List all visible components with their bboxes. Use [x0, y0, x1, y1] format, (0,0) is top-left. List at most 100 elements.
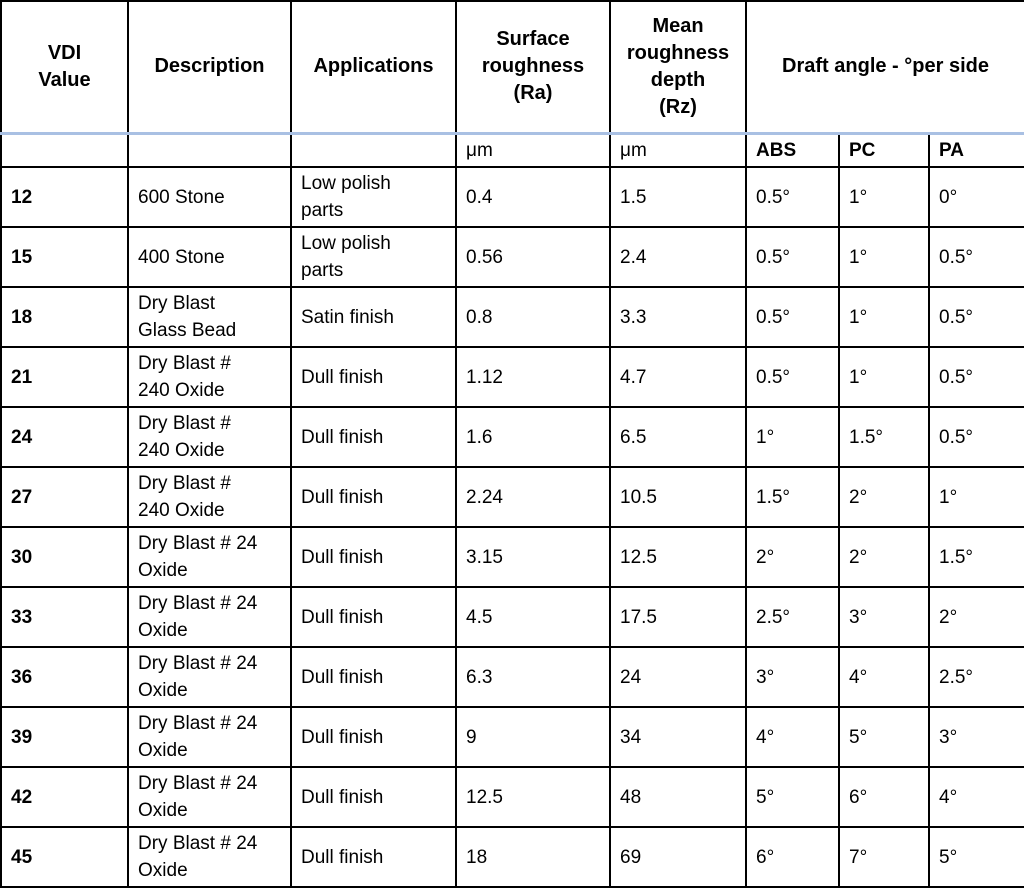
table-row: 36 Dry Blast # 24 Oxide Dull finish 6.3 … [0, 646, 1024, 708]
cell-draft-pc: 2° [838, 466, 930, 528]
cell-description: Dry Blast # 24 Oxide [127, 646, 292, 708]
table-row: 39 Dry Blast # 24 Oxide Dull finish 9 34… [0, 706, 1024, 768]
header-row: VDI Value Description Applications Surfa… [0, 0, 1024, 135]
cell-draft-abs: 1.5° [745, 466, 840, 528]
cell-draft-pa: 5° [928, 826, 1024, 888]
cell-description: Dry Blast # 24 Oxide [127, 586, 292, 648]
header-surface-roughness: Surface roughness (Ra) [455, 0, 611, 135]
header-applications: Applications [290, 0, 457, 135]
cell-draft-abs: 0.5° [745, 286, 840, 348]
cell-applications: Low polish parts [290, 166, 457, 228]
cell-surface-roughness: 0.56 [455, 226, 611, 288]
cell-vdi-value: 21 [0, 346, 129, 408]
cell-mean-roughness: 17.5 [609, 586, 747, 648]
header-vdi-value: VDI Value [0, 0, 129, 135]
cell-vdi-value: 36 [0, 646, 129, 708]
cell-vdi-value: 12 [0, 166, 129, 228]
cell-draft-abs: 1° [745, 406, 840, 468]
table-row: 12 600 Stone Low polish parts 0.4 1.5 0.… [0, 166, 1024, 228]
cell-surface-roughness: 18 [455, 826, 611, 888]
cell-applications: Dull finish [290, 526, 457, 588]
header-description: Description [127, 0, 292, 135]
cell-description: Dry Blast Glass Bead [127, 286, 292, 348]
cell-surface-roughness: 12.5 [455, 766, 611, 828]
table-row: 18 Dry Blast Glass Bead Satin finish 0.8… [0, 286, 1024, 348]
cell-draft-pc: 1° [838, 166, 930, 228]
cell-mean-roughness: 24 [609, 646, 747, 708]
cell-vdi-value: 24 [0, 406, 129, 468]
cell-vdi-value: 15 [0, 226, 129, 288]
cell-draft-pc: 4° [838, 646, 930, 708]
units-rz: μm [609, 132, 747, 168]
cell-description: 400 Stone [127, 226, 292, 288]
cell-surface-roughness: 0.4 [455, 166, 611, 228]
cell-draft-abs: 3° [745, 646, 840, 708]
cell-applications: Satin finish [290, 286, 457, 348]
units-empty-vdi [0, 132, 129, 168]
cell-draft-pa: 2° [928, 586, 1024, 648]
table-row: 21 Dry Blast # 240 Oxide Dull finish 1.1… [0, 346, 1024, 408]
cell-vdi-value: 30 [0, 526, 129, 588]
cell-applications: Low polish parts [290, 226, 457, 288]
subheader-abs: ABS [745, 132, 840, 168]
cell-draft-pc: 2° [838, 526, 930, 588]
cell-vdi-value: 18 [0, 286, 129, 348]
cell-draft-pa: 4° [928, 766, 1024, 828]
table-row: 45 Dry Blast # 24 Oxide Dull finish 18 6… [0, 826, 1024, 888]
cell-mean-roughness: 48 [609, 766, 747, 828]
header-mean-roughness: Mean roughness depth (Rz) [609, 0, 747, 135]
cell-mean-roughness: 2.4 [609, 226, 747, 288]
cell-description: Dry Blast # 240 Oxide [127, 406, 292, 468]
cell-draft-abs: 2° [745, 526, 840, 588]
cell-draft-pc: 3° [838, 586, 930, 648]
units-ra: μm [455, 132, 611, 168]
cell-draft-abs: 4° [745, 706, 840, 768]
cell-applications: Dull finish [290, 646, 457, 708]
units-row: μm μm ABS PC PA [0, 132, 1024, 168]
cell-draft-pc: 1° [838, 346, 930, 408]
cell-draft-abs: 6° [745, 826, 840, 888]
cell-draft-pc: 1.5° [838, 406, 930, 468]
cell-applications: Dull finish [290, 466, 457, 528]
cell-description: Dry Blast # 240 Oxide [127, 346, 292, 408]
cell-vdi-value: 39 [0, 706, 129, 768]
cell-applications: Dull finish [290, 826, 457, 888]
cell-surface-roughness: 2.24 [455, 466, 611, 528]
cell-draft-abs: 5° [745, 766, 840, 828]
cell-draft-pa: 0.5° [928, 226, 1024, 288]
cell-surface-roughness: 9 [455, 706, 611, 768]
cell-draft-pa: 0° [928, 166, 1024, 228]
cell-applications: Dull finish [290, 346, 457, 408]
table-row: 24 Dry Blast # 240 Oxide Dull finish 1.6… [0, 406, 1024, 468]
subheader-pa: PA [928, 132, 1024, 168]
cell-vdi-value: 33 [0, 586, 129, 648]
table-row: 30 Dry Blast # 24 Oxide Dull finish 3.15… [0, 526, 1024, 588]
table-row: 42 Dry Blast # 24 Oxide Dull finish 12.5… [0, 766, 1024, 828]
cell-mean-roughness: 6.5 [609, 406, 747, 468]
cell-draft-pa: 1° [928, 466, 1024, 528]
cell-draft-pc: 1° [838, 286, 930, 348]
table-row: 33 Dry Blast # 24 Oxide Dull finish 4.5 … [0, 586, 1024, 648]
cell-mean-roughness: 3.3 [609, 286, 747, 348]
cell-draft-pa: 2.5° [928, 646, 1024, 708]
units-empty-description [127, 132, 292, 168]
cell-draft-pa: 3° [928, 706, 1024, 768]
cell-vdi-value: 27 [0, 466, 129, 528]
cell-draft-abs: 0.5° [745, 346, 840, 408]
cell-description: Dry Blast # 24 Oxide [127, 766, 292, 828]
units-empty-applications [290, 132, 457, 168]
cell-draft-pa: 1.5° [928, 526, 1024, 588]
table-row: 27 Dry Blast # 240 Oxide Dull finish 2.2… [0, 466, 1024, 528]
cell-draft-abs: 0.5° [745, 166, 840, 228]
cell-description: Dry Blast # 24 Oxide [127, 706, 292, 768]
cell-draft-pc: 7° [838, 826, 930, 888]
cell-draft-pa: 0.5° [928, 286, 1024, 348]
cell-vdi-value: 42 [0, 766, 129, 828]
table-row: 15 400 Stone Low polish parts 0.56 2.4 0… [0, 226, 1024, 288]
cell-surface-roughness: 1.12 [455, 346, 611, 408]
cell-draft-abs: 0.5° [745, 226, 840, 288]
cell-draft-abs: 2.5° [745, 586, 840, 648]
cell-mean-roughness: 12.5 [609, 526, 747, 588]
cell-description: 600 Stone [127, 166, 292, 228]
